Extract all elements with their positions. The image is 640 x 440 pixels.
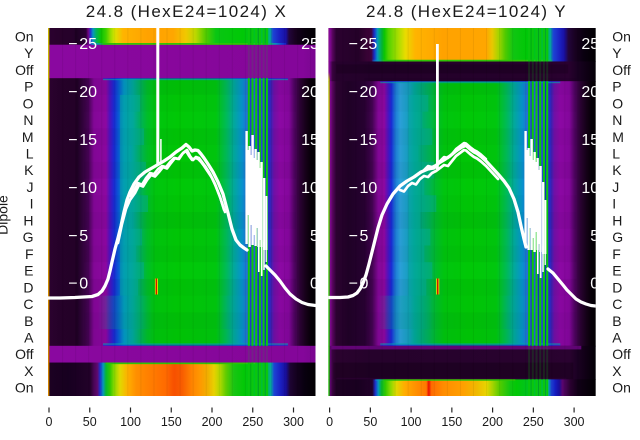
svg-text:300: 300 <box>564 415 585 429</box>
svg-text:J: J <box>612 179 619 195</box>
svg-text:24.8 (HexE24=1024) Y: 24.8 (HexE24=1024) Y <box>366 2 567 21</box>
svg-text:5: 5 <box>590 228 599 245</box>
svg-text:−10: −10 <box>349 180 378 197</box>
svg-text:K: K <box>612 162 622 178</box>
svg-text:F: F <box>612 246 621 262</box>
svg-text:E: E <box>24 263 33 279</box>
svg-text:F: F <box>25 246 34 262</box>
svg-text:−0: −0 <box>68 276 88 293</box>
svg-text:M: M <box>612 129 624 145</box>
svg-text:Y: Y <box>612 45 622 61</box>
svg-text:−10: −10 <box>68 180 97 197</box>
svg-text:0: 0 <box>590 276 599 293</box>
svg-text:300: 300 <box>283 415 304 429</box>
svg-text:10: 10 <box>581 180 599 197</box>
svg-text:25: 25 <box>301 36 319 53</box>
svg-text:0: 0 <box>46 415 53 429</box>
svg-text:150: 150 <box>161 415 182 429</box>
svg-text:25: 25 <box>581 36 599 53</box>
svg-text:G: G <box>612 229 623 245</box>
svg-text:B: B <box>612 313 621 329</box>
svg-text:J: J <box>27 179 34 195</box>
svg-text:15: 15 <box>301 132 319 149</box>
svg-text:0: 0 <box>310 276 319 293</box>
svg-text:O: O <box>612 95 623 111</box>
svg-text:100: 100 <box>401 415 422 429</box>
svg-text:G: G <box>23 229 34 245</box>
svg-text:250: 250 <box>523 415 544 429</box>
svg-text:X: X <box>24 363 34 379</box>
svg-text:Off: Off <box>612 346 631 362</box>
svg-text:−5: −5 <box>68 228 88 245</box>
svg-text:−25: −25 <box>68 36 97 53</box>
svg-text:50: 50 <box>83 415 97 429</box>
svg-text:H: H <box>612 212 622 228</box>
svg-text:D: D <box>23 279 33 295</box>
svg-text:N: N <box>23 112 33 128</box>
svg-text:Dipole: Dipole <box>0 195 11 235</box>
svg-text:−25: −25 <box>349 36 378 53</box>
svg-text:0: 0 <box>326 415 333 429</box>
svg-text:L: L <box>26 145 34 161</box>
svg-text:50: 50 <box>363 415 377 429</box>
svg-text:−5: −5 <box>349 228 369 245</box>
svg-text:On: On <box>612 380 631 396</box>
svg-text:15: 15 <box>581 132 599 149</box>
svg-text:5: 5 <box>310 228 319 245</box>
svg-text:P: P <box>24 79 33 95</box>
svg-text:−0: −0 <box>349 276 369 293</box>
svg-text:A: A <box>612 329 622 345</box>
svg-text:−20: −20 <box>68 84 97 101</box>
svg-text:M: M <box>22 129 34 145</box>
svg-text:D: D <box>612 279 622 295</box>
svg-text:Off: Off <box>612 62 631 78</box>
svg-text:B: B <box>24 313 33 329</box>
svg-text:−15: −15 <box>68 132 97 149</box>
svg-text:P: P <box>612 79 621 95</box>
svg-text:K: K <box>24 162 34 178</box>
svg-text:On: On <box>612 28 631 44</box>
svg-text:A: A <box>24 329 34 345</box>
svg-text:O: O <box>23 95 34 111</box>
svg-text:Off: Off <box>15 62 34 78</box>
svg-text:Off: Off <box>15 346 34 362</box>
svg-text:On: On <box>15 28 34 44</box>
svg-text:10: 10 <box>301 180 319 197</box>
svg-text:250: 250 <box>242 415 263 429</box>
svg-text:E: E <box>612 263 621 279</box>
svg-text:20: 20 <box>301 84 319 101</box>
svg-text:C: C <box>612 296 622 312</box>
svg-text:On: On <box>15 380 34 396</box>
svg-text:H: H <box>23 212 33 228</box>
svg-text:−20: −20 <box>349 84 378 101</box>
svg-text:I: I <box>30 196 34 212</box>
svg-text:200: 200 <box>202 415 223 429</box>
svg-text:100: 100 <box>120 415 141 429</box>
svg-text:L: L <box>612 145 620 161</box>
svg-text:N: N <box>612 112 622 128</box>
svg-text:I: I <box>612 196 616 212</box>
svg-text:20: 20 <box>581 84 599 101</box>
svg-text:C: C <box>23 296 33 312</box>
svg-text:X: X <box>612 363 622 379</box>
svg-text:150: 150 <box>441 415 462 429</box>
svg-text:200: 200 <box>482 415 503 429</box>
svg-text:−15: −15 <box>349 132 378 149</box>
svg-text:24.8 (HexE24=1024) X: 24.8 (HexE24=1024) X <box>86 2 287 21</box>
svg-text:Y: Y <box>24 45 34 61</box>
